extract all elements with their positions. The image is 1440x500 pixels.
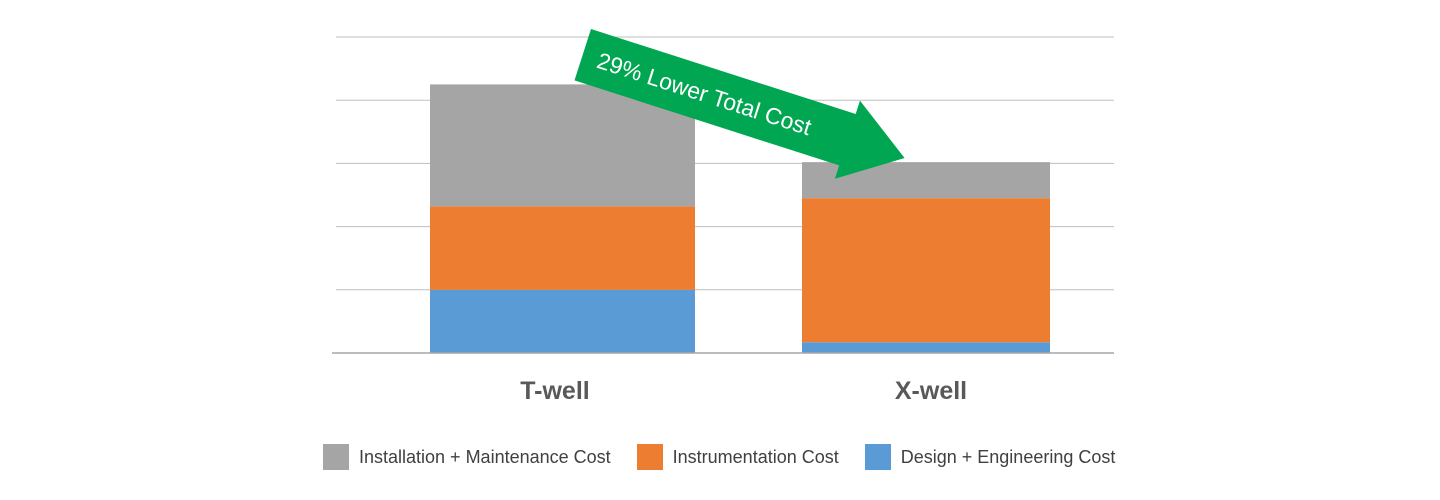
legend-label-design-engineering: Design + Engineering Cost (900, 446, 1116, 467)
category-label-t-well: T-well (520, 377, 589, 405)
bar-segment-x-well-design-engineering-cost (802, 342, 1050, 353)
callout-arrow-shape (574, 29, 905, 179)
legend-label-instrumentation: Instrumentation Cost (672, 446, 839, 467)
legend: Installation + Maintenance Cost Instrume… (323, 444, 1141, 470)
legend-label-installation-maintenance: Installation + Maintenance Cost (359, 446, 611, 467)
bar-segment-x-well-instrumentation-cost (802, 198, 1050, 343)
legend-swatch-design-engineering (864, 444, 891, 470)
legend-swatch-installation-maintenance (323, 444, 349, 470)
legend-item-design-engineering: Design + Engineering Cost (864, 444, 1116, 470)
bar-segment-t-well-design-engineering-cost (430, 289, 695, 353)
legend-swatch-instrumentation (636, 444, 663, 470)
legend-item-instrumentation: Instrumentation Cost (636, 444, 839, 470)
category-label-x-well: X-well (895, 377, 967, 405)
legend-item-installation-maintenance: Installation + Maintenance Cost (323, 444, 611, 470)
category-labels: T-well X-well (520, 377, 967, 405)
bar-segment-t-well-instrumentation-cost (430, 206, 695, 290)
